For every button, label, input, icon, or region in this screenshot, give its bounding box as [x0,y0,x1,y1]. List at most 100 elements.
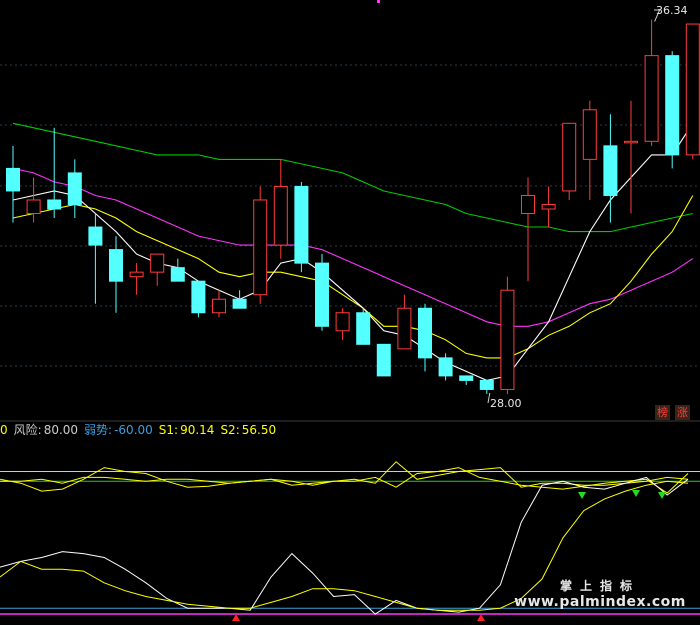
candle-15[interactable] [315,254,329,331]
candle-21[interactable] [438,353,453,381]
candle-body-29 [603,145,618,196]
candle-7[interactable] [150,253,165,286]
candle-2[interactable] [47,127,62,219]
high-price-label: 36.34 [656,4,688,17]
watermark-url: www.palmindex.com [514,594,686,610]
sell-arrow-0 [578,492,586,499]
candle-body-8 [170,267,185,282]
candle-19[interactable] [397,294,412,350]
candle-body-26 [541,203,556,210]
risk-value: 80.00 [43,423,79,437]
candle-22[interactable] [459,375,474,385]
candle-body-28 [582,109,597,160]
candle-12[interactable] [253,186,268,304]
candle-23[interactable] [479,379,494,394]
top-marker [377,0,380,3]
signal-markers [232,490,666,621]
candle-16[interactable] [335,308,350,340]
s2-label: S2: [220,423,240,437]
candle-body-17 [356,312,371,345]
candle-body-5 [109,249,123,282]
sell-arrow-2 [658,492,666,499]
risk-label: 风险: [13,423,42,437]
candle-1[interactable] [26,177,41,223]
s2-value: 56.50 [241,423,277,437]
candle-8[interactable] [170,258,185,282]
candle-body-10 [212,298,226,314]
candle-14[interactable] [294,181,309,273]
w2-line [0,480,689,611]
buy-arrow-0 [232,614,240,621]
candle-17[interactable] [356,308,371,345]
s1-value: 90.14 [180,423,215,437]
s2-line [0,461,689,492]
moving-averages [12,9,694,404]
candle-32[interactable] [665,51,680,169]
candle-body-25 [521,194,535,215]
candle-0[interactable] [6,145,20,223]
buy-arrow-1 [477,614,485,621]
candle-10[interactable] [212,290,226,318]
candle-11[interactable] [232,290,247,309]
candle-31[interactable] [644,19,659,146]
candle-30[interactable] [624,100,638,214]
candle-body-16 [335,312,350,332]
sell-arrow-1 [632,490,640,497]
candle-body-7 [150,253,165,273]
candle-body-23 [479,379,494,390]
ma-short-line [12,122,694,381]
candle-body-6 [129,271,144,278]
candle-18[interactable] [376,343,391,377]
candle-body-27 [562,122,577,192]
candle-body-15 [315,262,329,327]
candle-body-30 [624,140,638,144]
candle-body-3 [67,172,82,205]
rise-badge[interactable]: 涨 [675,405,690,420]
sub-indicator [0,461,700,615]
rank-badge[interactable]: 榜 [655,405,670,420]
candle-29[interactable] [603,114,618,223]
candle-27[interactable] [562,122,577,200]
grid-lines [0,64,700,367]
candle-33[interactable] [685,23,700,160]
weak-label: 弱势: [84,423,113,437]
candle-body-19 [397,307,412,350]
ma-longest-line [12,122,693,233]
candle-body-20 [418,307,432,359]
candle-5[interactable] [109,236,123,313]
candle-body-13 [273,185,288,246]
ma-long-line [12,167,694,327]
high-pointer [654,9,661,22]
candle-body-24 [500,289,515,390]
candle-25[interactable] [521,177,535,282]
candle-9[interactable] [191,280,206,318]
candlesticks[interactable] [6,19,700,394]
candle-24[interactable] [500,276,515,394]
s1-line [0,467,689,494]
candle-4[interactable] [88,213,103,304]
candle-body-33 [685,23,700,156]
low-pointer [487,392,491,404]
candle-body-11 [232,298,247,309]
candle-body-32 [665,55,680,156]
w1-line [0,476,689,615]
candle-26[interactable] [541,186,556,228]
candle-body-22 [459,375,474,381]
weak-value: -60.00 [114,423,153,437]
candle-body-9 [191,280,206,314]
candle-body-21 [438,357,453,377]
candle-28[interactable] [582,100,597,200]
candle-3[interactable] [67,159,82,219]
watermark: 掌上指标 www.palmindex.com [510,578,690,610]
indicator-readout: 0 风险: 80.00 弱势: -60.00 S1: 90.14 S2: 56.50 [0,421,282,439]
candle-body-2 [47,199,62,210]
candle-body-1 [26,199,41,215]
candle-20[interactable] [418,303,432,372]
low-price-label: 28.00 [490,397,522,410]
candle-6[interactable] [129,263,144,295]
watermark-title: 掌上指标 [559,579,640,593]
candle-body-4 [88,226,103,246]
candle-13[interactable] [273,159,288,259]
candle-body-14 [294,185,309,264]
